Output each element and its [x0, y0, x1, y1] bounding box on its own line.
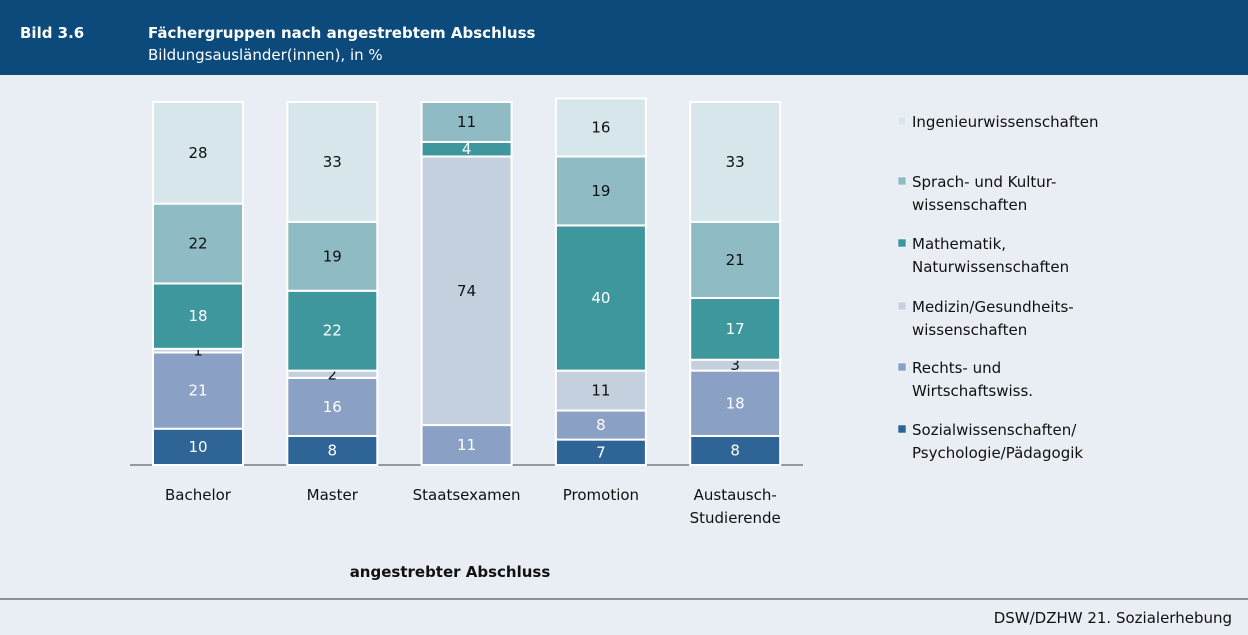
legend-label: Medizin/Gesundheits-wissenschaften: [912, 298, 1074, 339]
legend-swatch: [897, 424, 907, 434]
legend-swatch: [897, 362, 907, 372]
value-label: 7: [596, 443, 606, 461]
bar-segment: [689, 101, 782, 223]
value-label: 74: [457, 282, 476, 300]
x-tick-label: Austausch-Studierende: [690, 486, 781, 527]
value-label: 11: [457, 113, 476, 131]
value-label: 8: [596, 416, 606, 434]
value-label: 3: [730, 356, 740, 374]
bar-segment: [152, 101, 244, 205]
value-label: 10: [188, 438, 207, 456]
legend-label: Ingenieurwissenschaften: [912, 113, 1098, 131]
value-label: 18: [188, 307, 207, 325]
value-label: 8: [328, 441, 338, 459]
value-label: 19: [323, 247, 342, 265]
value-label: 1: [193, 342, 203, 360]
header-band: [0, 0, 1248, 75]
value-label: 19: [591, 182, 610, 200]
legend-label: Sprach- und Kultur-wissenschaften: [912, 173, 1056, 214]
value-label: 22: [188, 235, 207, 253]
legend-swatch: [897, 238, 907, 248]
bar-segment: [286, 376, 379, 437]
legend-label: Mathematik, Naturwissenschaften: [912, 235, 1069, 276]
x-tick-label: Promotion: [563, 486, 639, 504]
bar-segment: [554, 369, 647, 412]
value-label: 16: [591, 118, 610, 136]
chart-subtitle: Bildungsausländer(innen), in %: [148, 46, 383, 64]
bar-segment: [152, 282, 244, 350]
bar-segment: [689, 297, 782, 361]
value-label: 21: [726, 251, 745, 269]
x-axis-title: angestrebter Abschluss: [350, 563, 551, 581]
bar-segment: [286, 289, 379, 372]
value-label: 11: [457, 436, 476, 454]
value-label: 4: [462, 140, 472, 158]
bar-segment: [286, 434, 379, 466]
bar-segment: [286, 101, 379, 223]
x-tick-label: Master: [307, 486, 359, 504]
value-label: 16: [323, 398, 342, 416]
bar-segment: [152, 427, 244, 467]
bar-segment: [420, 101, 513, 143]
value-label: 11: [591, 382, 610, 400]
legend-swatch: [897, 116, 907, 126]
bar-segment: [286, 220, 379, 292]
value-label: 18: [726, 394, 745, 412]
legend-label: Sozialwissenschaften/Psychologie/Pädagog…: [912, 421, 1083, 462]
legend-swatch: [897, 176, 907, 186]
value-label: 8: [730, 441, 740, 459]
bar-segment: [152, 351, 244, 430]
value-label: 33: [726, 153, 745, 171]
value-label: 40: [591, 289, 610, 307]
bar-segment: [554, 155, 647, 227]
source: DSW/DZHW 21. Sozialerhebung: [994, 609, 1232, 627]
value-label: 22: [323, 322, 342, 340]
value-label: 17: [726, 320, 745, 338]
x-tick-label: Staatsexamen: [413, 486, 521, 504]
bar-segment: [420, 155, 513, 427]
legend-swatch: [897, 301, 907, 311]
x-tick-label: Bachelor: [165, 486, 232, 504]
chart-title: Fächergruppen nach angestrebtem Abschlus…: [148, 24, 535, 42]
figure-label: Bild 3.6: [20, 24, 84, 42]
bar-segment: [554, 224, 647, 372]
value-label: 33: [323, 153, 342, 171]
bar-segment: [689, 434, 782, 466]
bar-segment: [152, 202, 244, 285]
value-label: 21: [188, 382, 207, 400]
value-label: 2: [328, 365, 338, 383]
bar-segment: [554, 97, 647, 158]
legend-label: Rechts- und Wirtschaftswiss.: [912, 359, 1033, 400]
value-label: 28: [188, 144, 207, 162]
